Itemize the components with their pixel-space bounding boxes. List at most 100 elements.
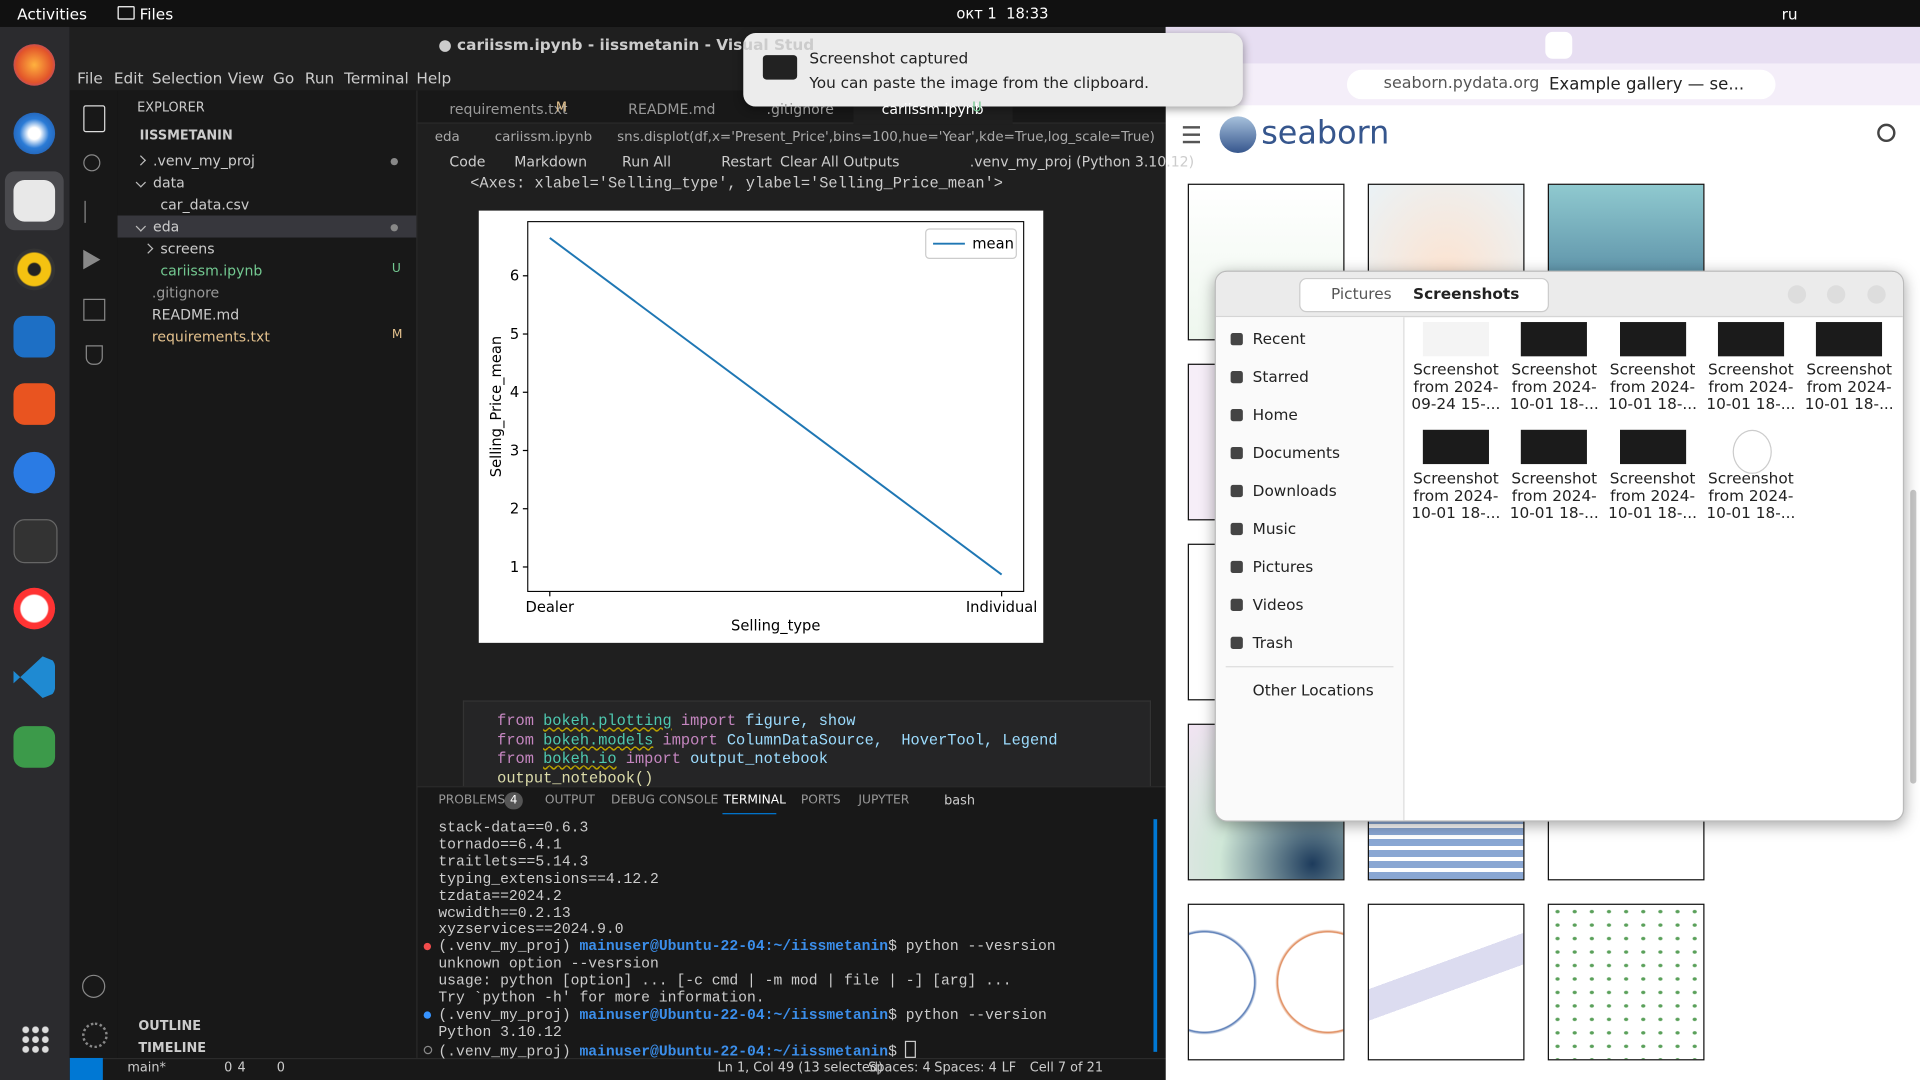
menu-item[interactable]: File bbox=[77, 68, 103, 87]
editor-tab[interactable]: requirements.txt bbox=[449, 100, 568, 118]
file-name[interactable]: from 2024- bbox=[1413, 486, 1499, 505]
apps-grid[interactable] bbox=[20, 1024, 51, 1055]
panel-tab[interactable]: TERMINAL bbox=[723, 793, 786, 807]
minimize-button[interactable] bbox=[1787, 285, 1807, 304]
close-button[interactable] bbox=[1867, 285, 1886, 304]
file-name[interactable]: 10-01 18-... bbox=[1411, 503, 1501, 522]
status-item[interactable]: Cell 7 of 21 bbox=[1029, 1060, 1104, 1076]
activities[interactable]: Activities bbox=[17, 4, 87, 24]
file-name[interactable]: 10-01 18-... bbox=[1706, 394, 1796, 413]
status-item[interactable]: main* bbox=[127, 1060, 166, 1076]
file-thumbnail[interactable] bbox=[1816, 322, 1883, 357]
file-name[interactable]: from 2024- bbox=[1511, 486, 1597, 505]
seaborn-logo[interactable]: seaborn bbox=[1261, 115, 1390, 152]
sidebar-place[interactable]: Starred bbox=[1252, 367, 1309, 386]
gallery-thumb[interactable] bbox=[1187, 903, 1345, 1061]
sidebar-place[interactable]: Videos bbox=[1252, 595, 1304, 614]
menu-item[interactable]: Help bbox=[416, 68, 452, 87]
software-icon[interactable] bbox=[13, 383, 56, 425]
clock[interactable]: окт 1 18:33 bbox=[956, 4, 1049, 23]
file-thumbnail[interactable] bbox=[1521, 322, 1588, 357]
help-icon[interactable] bbox=[13, 451, 56, 494]
sidebar-place[interactable]: Music bbox=[1252, 519, 1297, 538]
file-name[interactable]: Screenshot bbox=[1511, 360, 1598, 379]
explorer-item[interactable]: eda bbox=[153, 217, 180, 236]
search-icon[interactable] bbox=[1877, 123, 1896, 143]
path-segment[interactable]: Screenshots bbox=[1413, 284, 1520, 303]
maximize-button[interactable] bbox=[1826, 285, 1846, 304]
active-browser-tab[interactable] bbox=[1545, 31, 1573, 59]
file-name[interactable]: from 2024- bbox=[1708, 377, 1794, 396]
file-thumbnail[interactable] bbox=[1521, 429, 1588, 465]
notification[interactable] bbox=[743, 33, 1243, 107]
status-item[interactable]: Spaces: 4 bbox=[868, 1060, 931, 1076]
scm-icon[interactable] bbox=[84, 200, 102, 223]
path-segment[interactable]: Pictures bbox=[1331, 284, 1392, 303]
yandex-icon[interactable] bbox=[13, 587, 56, 630]
menu-item[interactable]: Go bbox=[273, 68, 295, 87]
panel-tab[interactable]: DEBUG CONSOLE bbox=[611, 793, 719, 807]
file-thumbnail[interactable] bbox=[1732, 429, 1772, 474]
notebook-action[interactable]: Clear All Outputs bbox=[780, 153, 900, 171]
explorer-root[interactable]: IISSMETANIN bbox=[139, 128, 233, 144]
search-icon[interactable] bbox=[83, 154, 101, 172]
extensions-icon[interactable] bbox=[83, 298, 106, 321]
rhythmbox-icon[interactable] bbox=[13, 248, 56, 291]
explorer-item[interactable]: .gitignore bbox=[151, 284, 220, 302]
breadcrumb[interactable]: sns.displot(df,x='Present_Price',bins=10… bbox=[617, 128, 1155, 145]
settings-icon[interactable] bbox=[82, 1022, 108, 1049]
file-name[interactable]: from 2024- bbox=[1610, 377, 1696, 396]
explorer-item[interactable]: requirements.txt bbox=[151, 328, 270, 346]
breadcrumb[interactable]: eda bbox=[434, 128, 460, 145]
files-icon[interactable] bbox=[13, 180, 56, 222]
file-name[interactable]: 10-01 18-... bbox=[1608, 394, 1698, 413]
file-name[interactable]: Screenshot bbox=[1708, 360, 1794, 379]
explorer-item[interactable]: car_data.csv bbox=[160, 195, 250, 214]
file-name[interactable]: Screenshot bbox=[1609, 360, 1696, 379]
sidebar-place[interactable]: Other Locations bbox=[1252, 680, 1374, 700]
menu-item[interactable]: Terminal bbox=[344, 68, 409, 87]
menu-item[interactable]: View bbox=[227, 68, 265, 87]
file-name[interactable]: 09-24 15-... bbox=[1411, 394, 1501, 413]
explorer-item[interactable]: cariissm.ipynb bbox=[160, 262, 263, 280]
keyboard-layout[interactable]: ru bbox=[1781, 4, 1798, 24]
file-name[interactable]: 10-01 18-... bbox=[1706, 503, 1796, 522]
panel-tab[interactable]: PROBLEMS bbox=[438, 793, 506, 807]
explorer-item[interactable]: data bbox=[153, 173, 185, 192]
sidebar-place[interactable]: Pictures bbox=[1252, 557, 1314, 576]
panel-tab[interactable]: JUPYTER bbox=[858, 793, 910, 807]
file-name[interactable]: 10-01 18-... bbox=[1608, 503, 1698, 522]
file-name[interactable]: from 2024- bbox=[1806, 377, 1892, 396]
file-name[interactable]: 10-01 18-... bbox=[1509, 394, 1599, 413]
trash-icon[interactable] bbox=[13, 726, 56, 768]
menu-item[interactable]: Run bbox=[304, 68, 335, 87]
file-name[interactable]: 10-01 18-... bbox=[1509, 503, 1599, 522]
file-name[interactable]: Screenshot bbox=[1413, 360, 1499, 379]
kernel-picker[interactable]: .venv_my_proj (Python 3.10.12) bbox=[969, 153, 1195, 171]
run-icon[interactable] bbox=[83, 249, 101, 270]
url[interactable]: seaborn.pydata.org bbox=[1383, 74, 1540, 94]
editor-tab[interactable]: cariissm.ipynb bbox=[881, 100, 984, 118]
status-item[interactable]: LF bbox=[1001, 1060, 1017, 1076]
notebook-action[interactable]: Run All bbox=[622, 153, 671, 171]
sidebar-place[interactable]: Documents bbox=[1252, 443, 1340, 462]
terminal-icon[interactable] bbox=[13, 519, 58, 564]
vscode-icon[interactable] bbox=[13, 656, 56, 698]
explorer-icon[interactable] bbox=[83, 105, 106, 133]
testing-icon[interactable] bbox=[85, 345, 103, 365]
writer-icon[interactable] bbox=[13, 315, 56, 358]
menu-item[interactable]: Edit bbox=[113, 68, 144, 87]
breadcrumb[interactable]: cariissm.ipynb bbox=[494, 128, 593, 145]
file-name[interactable]: from 2024- bbox=[1413, 377, 1499, 396]
status-item[interactable]: 4 bbox=[237, 1060, 246, 1076]
gallery-thumb[interactable] bbox=[1547, 903, 1705, 1061]
explorer-item[interactable]: .venv_my_proj bbox=[153, 151, 255, 169]
file-name[interactable]: Screenshot bbox=[1806, 360, 1893, 379]
file-thumbnail[interactable] bbox=[1422, 429, 1489, 465]
notebook-action[interactable]: Restart bbox=[721, 153, 772, 171]
explorer-item[interactable]: README.md bbox=[151, 306, 240, 324]
status-item[interactable]: 0 bbox=[224, 1060, 233, 1076]
status-item[interactable]: Ln 1, Col 49 (13 selected) bbox=[717, 1060, 884, 1076]
file-name[interactable]: Screenshot bbox=[1413, 468, 1499, 488]
timeline-section[interactable]: TIMELINE bbox=[138, 1040, 207, 1056]
